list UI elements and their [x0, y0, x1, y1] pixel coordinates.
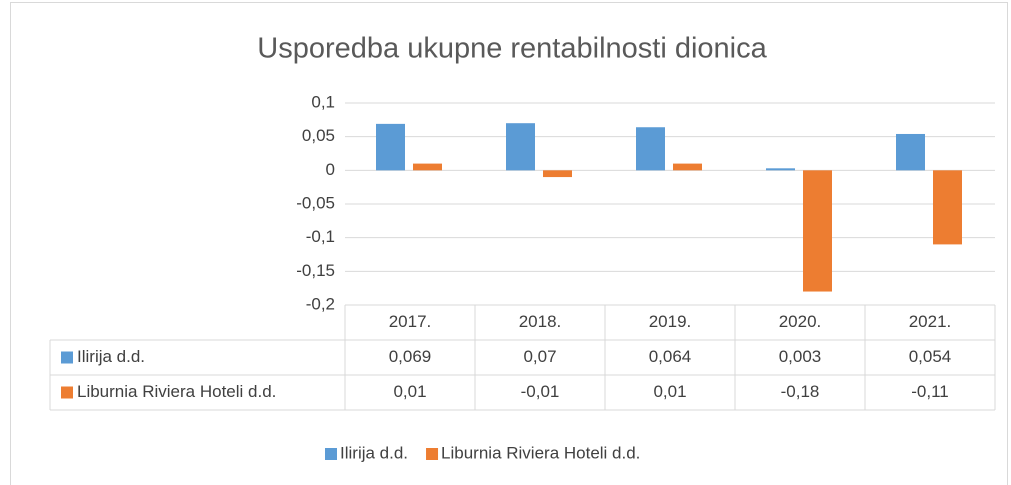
- bar: [933, 170, 962, 245]
- bar: [896, 133, 925, 171]
- table-series-name: Ilirija d.d.: [77, 347, 145, 366]
- bar: [636, 127, 665, 171]
- y-tick-label: -0,15: [296, 261, 335, 280]
- y-tick-label: -0,2: [306, 294, 335, 313]
- bar: [376, 123, 405, 171]
- table-value: 0,07: [523, 347, 556, 366]
- chart-title: Usporedba ukupne rentabilnosti dionica: [257, 33, 767, 65]
- bar: [543, 170, 572, 178]
- x-tick-label: 2018.: [519, 312, 562, 331]
- x-tick-label: 2017.: [389, 312, 432, 331]
- table-value: 0,01: [653, 382, 686, 401]
- table-value: 0,064: [649, 347, 692, 366]
- table-value: -0,01: [521, 382, 560, 401]
- bar: [803, 170, 832, 292]
- table-value: -0,18: [781, 382, 820, 401]
- chart-border: [10, 2, 1008, 485]
- y-tick-label: -0,1: [306, 227, 335, 246]
- bar: [506, 123, 535, 171]
- y-tick-label: 0,05: [302, 126, 335, 145]
- legend-label: Liburnia Riviera Hoteli d.d.: [441, 443, 640, 462]
- x-tick-label: 2019.: [649, 312, 692, 331]
- legend-key: [325, 448, 337, 460]
- x-tick-label: 2020.: [779, 312, 822, 331]
- table-value: 0,069: [389, 347, 432, 366]
- table-series-name: Liburnia Riviera Hoteli d.d.: [77, 382, 276, 401]
- table-legend-key: [61, 386, 73, 399]
- table-value: 0,054: [909, 347, 952, 366]
- x-tick-label: 2021.: [909, 312, 952, 331]
- y-tick-label: 0: [326, 160, 335, 179]
- table-value: 0,003: [779, 347, 822, 366]
- y-tick-label: 0,1: [311, 92, 335, 111]
- bar: [673, 163, 702, 171]
- table-legend-key: [61, 351, 73, 364]
- legend-label: Ilirija d.d.: [340, 443, 408, 462]
- legend-key: [426, 448, 439, 460]
- table-value: 0,01: [393, 382, 426, 401]
- bar: [413, 163, 442, 171]
- bar: [766, 168, 795, 171]
- table-value: -0,11: [911, 382, 949, 401]
- y-tick-label: -0,05: [296, 193, 335, 212]
